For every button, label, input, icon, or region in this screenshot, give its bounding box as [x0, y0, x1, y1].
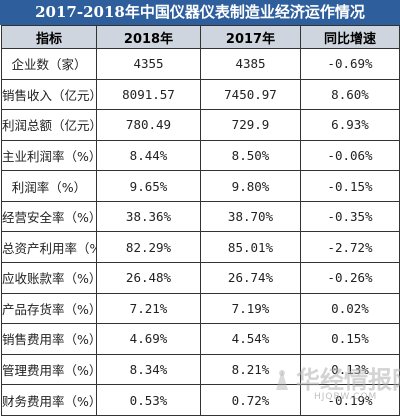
- value-2017: 7.19%: [200, 292, 301, 325]
- header-2018: 2018年: [96, 25, 201, 49]
- value-growth: 0.02%: [300, 292, 400, 325]
- value-2017: 4385: [200, 48, 301, 80]
- header-2017: 2017年: [200, 25, 301, 49]
- value-2017: 0.72%: [200, 384, 301, 416]
- value-2017: 8.21%: [200, 353, 301, 386]
- row-label: 经营安全率（%）: [1, 200, 97, 233]
- table-row: 产品存货率（%） 7.21% 7.19% 0.02%: [1, 292, 400, 325]
- row-label: 企业数（家）: [1, 48, 97, 80]
- value-growth: 6.93%: [300, 109, 400, 141]
- value-2018: 9.65%: [96, 170, 201, 202]
- value-2017: 38.70%: [200, 200, 301, 233]
- value-2018: 4.69%: [96, 323, 201, 355]
- value-2018: 8.34%: [96, 353, 201, 386]
- table-row: 利润总额（亿元） 780.49 729.9 6.93%: [1, 109, 400, 141]
- table-row: 利润率（%） 9.65% 9.80% -0.15%: [1, 170, 400, 202]
- value-growth: -0.06%: [300, 139, 400, 172]
- table-row: 管理费用率（%） 8.34% 8.21% 0.13%: [1, 353, 400, 386]
- table-row: 总资产利用率（%）82.29%85.01%-2.72%: [1, 231, 400, 264]
- value-2018: 8.44%: [96, 139, 201, 172]
- value-2017: 729.9: [200, 109, 301, 141]
- value-growth: -0.69%: [300, 48, 400, 80]
- value-growth: -2.72%: [300, 231, 400, 264]
- row-label: 总资产利用率（%）: [1, 231, 97, 264]
- value-2018: 780.49: [96, 109, 201, 141]
- value-2017: 9.80%: [200, 170, 301, 202]
- header-row: 指标 2018年 2017年 同比增速: [1, 25, 400, 49]
- header-indicator: 指标: [1, 25, 97, 49]
- row-label: 管理费用率（%）: [1, 353, 97, 386]
- value-growth: 0.15%: [300, 323, 400, 355]
- value-2017: 85.01%: [200, 231, 301, 264]
- row-label: 销售费用率（%）: [1, 323, 97, 355]
- value-growth: -0.26%: [300, 262, 400, 294]
- row-label: 主业利润率（%）: [1, 139, 97, 172]
- value-growth: 0.13%: [300, 353, 400, 386]
- table-row: 应收账款率（%） 26.48% 26.74% -0.26%: [1, 262, 400, 294]
- row-label: 财务费用率（%）: [1, 384, 97, 416]
- row-label: 利润率（%）: [1, 170, 97, 202]
- row-label: 利润总额（亿元）: [1, 109, 97, 141]
- value-2018: 0.53%: [96, 384, 201, 416]
- value-2017: 7450.97: [200, 78, 301, 111]
- table-row: 经营安全率（%） 38.36% 38.70% -0.35%: [1, 200, 400, 233]
- value-2017: 26.74%: [200, 262, 301, 294]
- value-2018: 38.36%: [96, 200, 201, 233]
- value-growth: 8.60%: [300, 78, 400, 111]
- table-row: 销售收入（亿元） 8091.57 7450.97 8.60%: [1, 78, 400, 111]
- value-2017: 4.54%: [200, 323, 301, 355]
- value-2018: 82.29%: [96, 231, 201, 264]
- table-row: 财务费用率（%） 0.53% 0.72% -0.19%: [1, 384, 400, 416]
- row-label: 应收账款率（%）: [1, 262, 97, 294]
- value-2017: 8.50%: [200, 139, 301, 172]
- value-growth: -0.15%: [300, 170, 400, 202]
- table-title: 2017-2018年中国仪器仪表制造业经济运作情况: [0, 0, 400, 25]
- table-row: 销售费用率（%） 4.69% 4.54% 0.15%: [1, 323, 400, 355]
- row-label: 产品存货率（%）: [1, 292, 97, 325]
- value-2018: 8091.57: [96, 78, 201, 111]
- row-label: 销售收入（亿元）: [1, 78, 97, 111]
- value-2018: 4355: [96, 48, 201, 80]
- value-2018: 26.48%: [96, 262, 201, 294]
- data-table: 指标 2018年 2017年 同比增速 企业数（家） 4355 4385 -0.69%…: [1, 25, 400, 416]
- value-growth: -0.35%: [300, 200, 400, 233]
- table-row: 企业数（家） 4355 4385 -0.69%: [1, 48, 400, 80]
- value-growth: -0.19%: [300, 384, 400, 416]
- value-2018: 7.21%: [96, 292, 201, 325]
- table-row: 主业利润率（%） 8.44% 8.50% -0.06%: [1, 139, 400, 172]
- header-growth: 同比增速: [300, 25, 400, 49]
